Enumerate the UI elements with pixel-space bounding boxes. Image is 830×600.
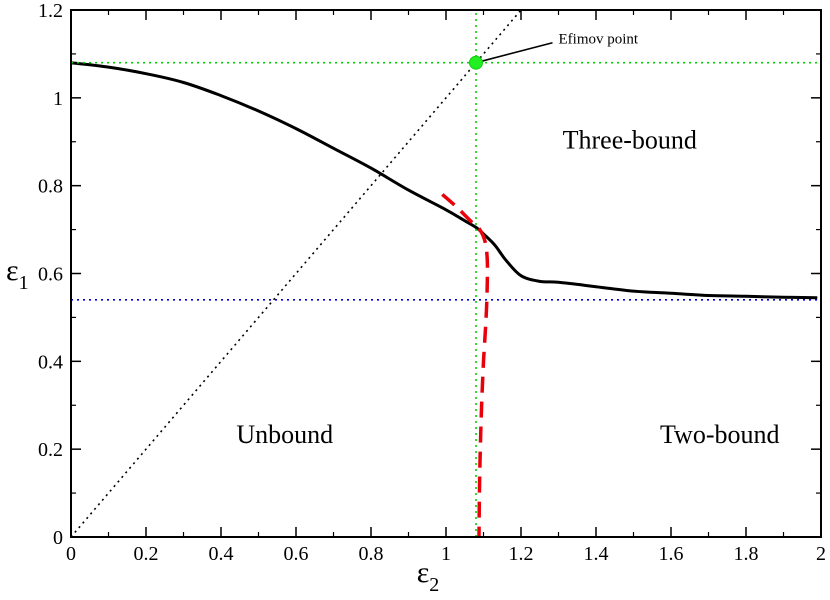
x-tick-label: 2 (816, 543, 826, 565)
x-tick-label: 0.4 (209, 543, 234, 565)
y-tick-label: 0.6 (38, 264, 63, 286)
data-series-layer (71, 10, 821, 537)
y-axis-label: ε1 (6, 254, 29, 294)
x-tick-label: 1 (441, 543, 451, 565)
x-tick-label: 0.8 (359, 543, 384, 565)
y-tick-label: 0 (53, 527, 63, 549)
y-tick-label: 0.2 (38, 439, 63, 461)
x-tick-label: 0.2 (134, 543, 159, 565)
series-solid-line-0 (71, 61, 818, 300)
y-tick-label: 0.4 (38, 351, 63, 373)
y-tick-label: 0.8 (38, 176, 63, 198)
annotation-pointer-line (475, 41, 553, 64)
series-dotted-line-2 (71, 10, 522, 537)
y-axis-label-symbol: ε (6, 254, 19, 287)
y-axis-label-subscript: 1 (19, 272, 29, 294)
x-tick-label: 0.6 (284, 543, 309, 565)
y-tick-label: 1 (53, 88, 63, 110)
region-label-two-bound: Two-bound (660, 420, 780, 449)
x-tick-label: 0 (66, 543, 76, 565)
x-axis-label-subscript: 2 (429, 574, 439, 596)
x-axis-label-symbol: ε (417, 556, 430, 589)
region-label-unbound: Unbound (236, 420, 333, 449)
labels-layer: 0 0.2 0.4 0.6 0.8 1 1.2 1.4 1.6 1.8 2 0 0.2 0.4 0.6 0.8… (38, 0, 826, 565)
x-tick-label: 1.2 (509, 543, 534, 565)
x-tick-label: 1.6 (659, 543, 684, 565)
x-tick-label: 1.4 (584, 543, 609, 565)
x-axis-label: ε2 (417, 556, 440, 596)
series-dashed-line-1 (441, 193, 490, 537)
plot-frame (70, 9, 822, 538)
region-label-three-bound: Three-bound (563, 126, 697, 155)
efimov-point-marker (469, 55, 483, 70)
y-tick-label: 1.2 (38, 0, 63, 22)
ticks-layer (70, 9, 822, 538)
efimov-point-annotation: Efimov point (559, 32, 639, 48)
x-tick-label: 1.8 (734, 543, 759, 565)
